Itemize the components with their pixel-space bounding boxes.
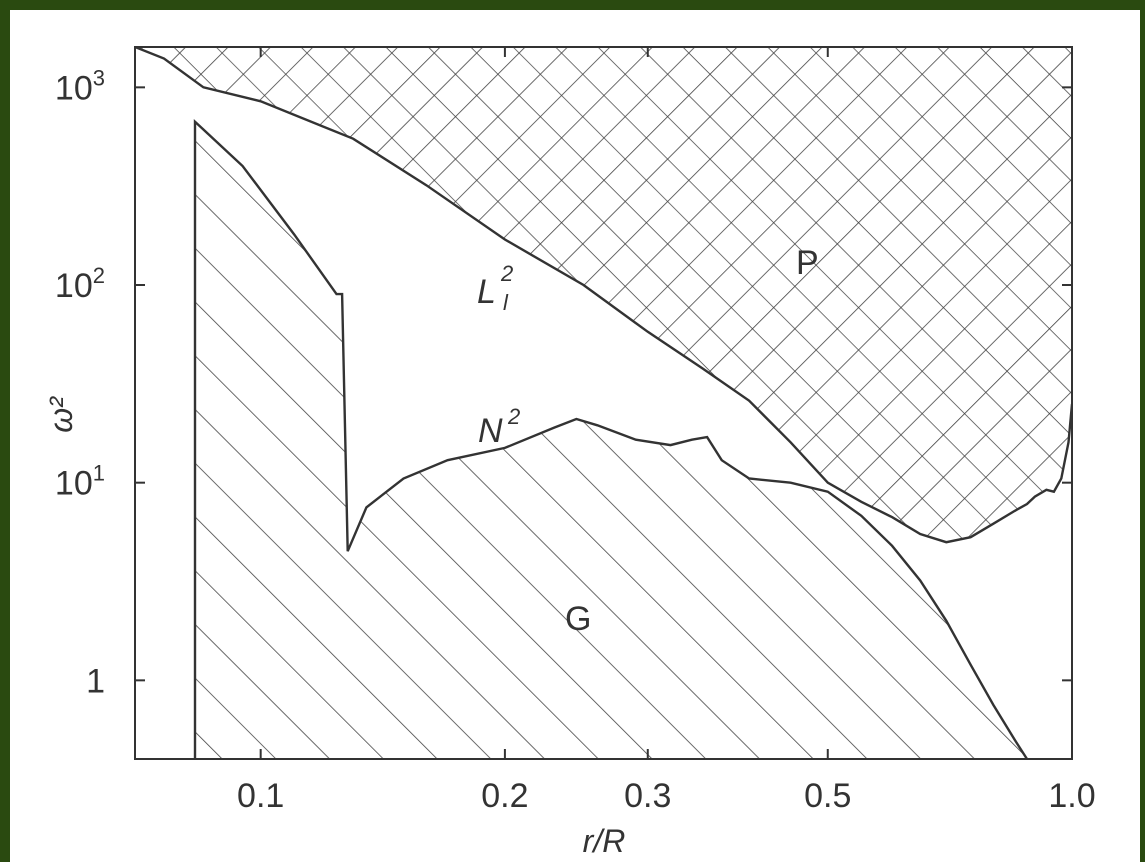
series-label-l-sub: l — [503, 290, 509, 315]
y-tick-label: 102 — [55, 263, 105, 305]
series-label-l: L 2 l — [477, 261, 513, 315]
series-label-l-sup: 2 — [500, 261, 513, 286]
region-label-g: G — [565, 600, 591, 638]
series-label-n-sup: 2 — [507, 404, 520, 429]
x-axis-title: r/R — [583, 823, 626, 859]
region-label-p: P — [796, 244, 819, 282]
svg-text:L: L — [477, 273, 496, 311]
x-tick-label: 0.2 — [481, 777, 528, 815]
y-axis-title: ω² — [43, 396, 79, 433]
region-p — [135, 47, 1072, 543]
chart-svg: 0.1 0.2 0.3 0.5 1.0 1 101 102 103 r/R ω² P G L … — [43, 46, 1096, 859]
y-tick-label: 1 — [86, 662, 105, 700]
series-line-n — [193, 118, 1029, 759]
series-line-l — [135, 47, 1072, 544]
x-tick-label: 0.5 — [804, 777, 851, 815]
region-g — [195, 121, 1027, 759]
x-tick-label: 0.3 — [624, 777, 671, 815]
series-label-n: N 2 — [478, 404, 520, 450]
y-tick-label: 103 — [55, 65, 105, 107]
y-tick-label: 101 — [55, 461, 105, 503]
series-label-n-base: N — [478, 412, 503, 450]
plot-area-border — [134, 46, 1073, 760]
plot-frame: 0.1 0.2 0.3 0.5 1.0 1 101 102 103 r/R ω² P G L … — [10, 10, 1140, 862]
series-label-l-base: L — [477, 273, 496, 311]
x-tick-label: 0.1 — [237, 777, 284, 815]
x-tick-label: 1.0 — [1048, 777, 1095, 815]
